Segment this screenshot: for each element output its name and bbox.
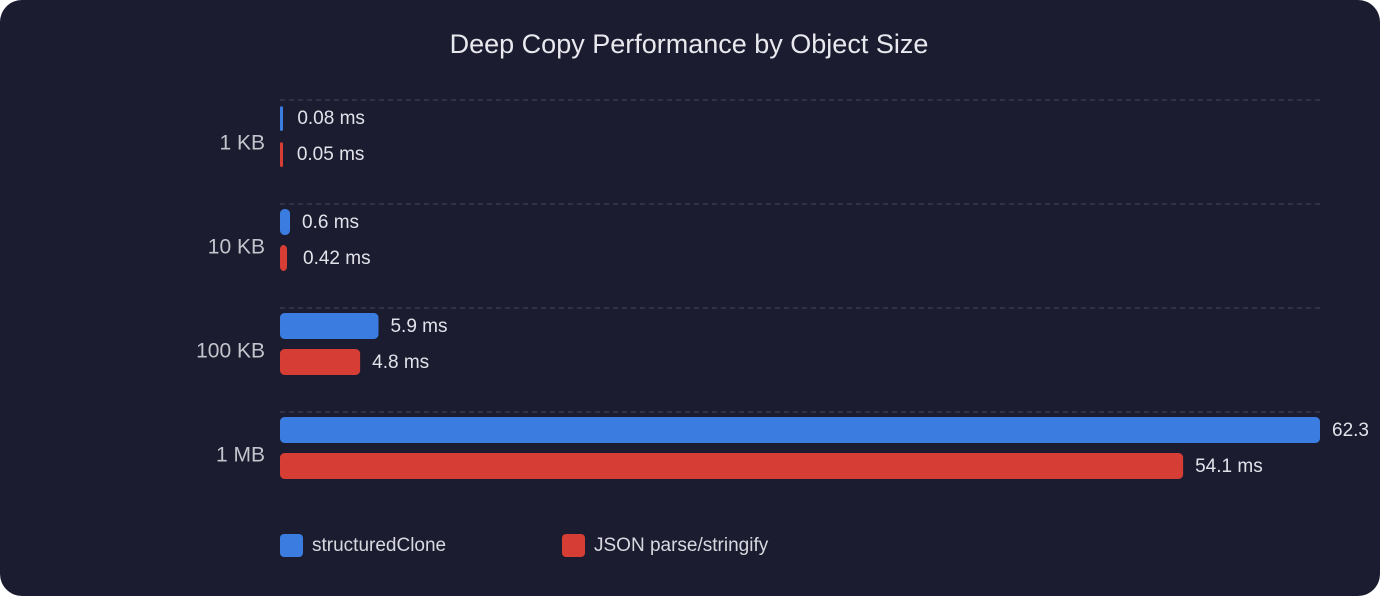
value-label: 0.05 ms: [297, 144, 365, 165]
value-label: 0.08 ms: [297, 108, 365, 129]
bar: [280, 313, 379, 339]
value-label: 5.9 ms: [390, 316, 447, 337]
value-label: 62.3: [1332, 420, 1369, 441]
legend-swatch: [562, 534, 585, 557]
value-label: 0.6 ms: [302, 212, 359, 233]
legend-label: structuredClone: [312, 535, 446, 556]
bar: [280, 209, 291, 235]
legend-swatch: [280, 534, 303, 557]
bar: [280, 245, 288, 271]
y-tick-label: 1 MB: [216, 444, 265, 467]
chart-title: Deep Copy Performance by Object Size: [450, 29, 929, 59]
value-label: 0.42 ms: [303, 248, 371, 269]
y-tick-label: 100 KB: [196, 340, 265, 363]
bar: [280, 417, 1320, 443]
bar: [280, 453, 1184, 479]
y-tick-label: 10 KB: [208, 236, 265, 259]
value-label: 4.8 ms: [372, 352, 429, 373]
value-label: 54.1 ms: [1195, 456, 1263, 477]
legend-label: JSON parse/stringify: [594, 535, 769, 556]
y-tick-label: 1 KB: [219, 132, 265, 155]
bar: [280, 349, 361, 375]
